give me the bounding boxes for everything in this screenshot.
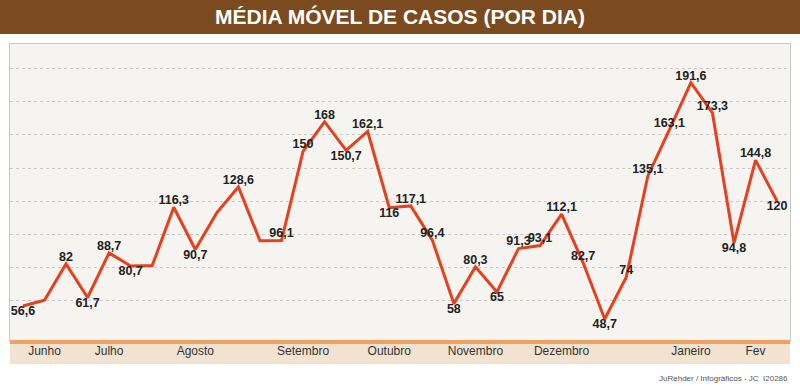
- svg-text:120: 120: [767, 199, 788, 213]
- svg-text:93,1: 93,1: [528, 231, 552, 245]
- svg-text:Fev: Fev: [746, 344, 766, 358]
- svg-text:144,8: 144,8: [740, 146, 771, 160]
- svg-text:Outubro: Outubro: [368, 344, 412, 358]
- svg-text:65: 65: [490, 290, 504, 304]
- svg-text:Novembro: Novembro: [448, 344, 504, 358]
- svg-text:173,3: 173,3: [697, 99, 728, 113]
- svg-text:Janeiro: Janeiro: [671, 344, 711, 358]
- svg-text:JuRehder / Infográficos - JC: JuRehder / Infográficos - JC I20286: [659, 374, 788, 383]
- svg-text:MÉDIA MÓVEL DE CASOS (POR DIA): MÉDIA MÓVEL DE CASOS (POR DIA): [215, 5, 585, 28]
- svg-text:80,3: 80,3: [463, 253, 487, 267]
- svg-text:191,6: 191,6: [675, 69, 706, 83]
- svg-text:Agosto: Agosto: [177, 344, 215, 358]
- svg-text:90,7: 90,7: [183, 248, 207, 262]
- svg-text:162,1: 162,1: [352, 117, 383, 131]
- svg-text:74: 74: [619, 263, 633, 277]
- svg-text:Setembro: Setembro: [277, 344, 329, 358]
- svg-text:112,1: 112,1: [546, 200, 577, 214]
- svg-text:150: 150: [293, 137, 314, 151]
- svg-text:94,8: 94,8: [722, 241, 746, 255]
- svg-text:96,1: 96,1: [269, 226, 293, 240]
- svg-text:163,1: 163,1: [654, 116, 685, 130]
- svg-text:135,1: 135,1: [632, 162, 663, 176]
- svg-text:150,7: 150,7: [330, 149, 361, 163]
- svg-text:128,6: 128,6: [223, 173, 254, 187]
- svg-text:80,7: 80,7: [118, 264, 142, 278]
- svg-text:82,7: 82,7: [571, 249, 595, 263]
- svg-text:61,7: 61,7: [75, 296, 99, 310]
- svg-text:Junho: Junho: [28, 344, 61, 358]
- svg-text:56,6: 56,6: [11, 304, 35, 318]
- svg-text:48,7: 48,7: [593, 317, 617, 331]
- svg-text:Dezembro: Dezembro: [534, 344, 590, 358]
- svg-text:96,4: 96,4: [420, 226, 444, 240]
- svg-text:116: 116: [379, 206, 399, 220]
- svg-text:58: 58: [447, 302, 461, 316]
- svg-text:168: 168: [314, 108, 335, 122]
- svg-text:117,1: 117,1: [395, 192, 426, 206]
- svg-text:88,7: 88,7: [97, 239, 121, 253]
- svg-text:116,3: 116,3: [158, 193, 189, 207]
- svg-text:91,3: 91,3: [506, 234, 530, 248]
- svg-text:82: 82: [59, 250, 73, 264]
- svg-text:Julho: Julho: [95, 344, 124, 358]
